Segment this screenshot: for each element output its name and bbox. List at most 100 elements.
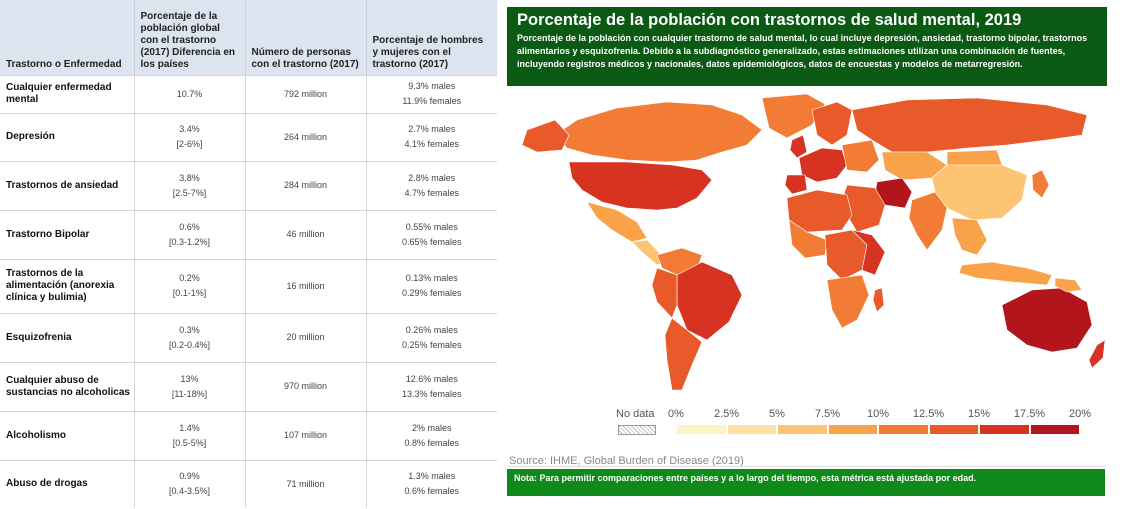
world-choropleth-map	[521, 93, 1106, 391]
male-female-cell: 9.3% males 11.9% females	[366, 74, 497, 113]
country-range: [0.2-0.4%]	[168, 339, 211, 350]
global-percentage: 0.6%	[179, 221, 200, 232]
map-region-canada	[554, 101, 763, 163]
legend-color-swatch	[1029, 424, 1080, 435]
disorder-name: Depresión	[0, 112, 135, 161]
legend-tick-label: 2.5%	[713, 408, 740, 420]
map-subtitle: Porcentaje de la población con cualquier…	[517, 33, 1088, 69]
female-percentage: 4.7% females	[404, 187, 460, 198]
map-region-australia	[1001, 287, 1093, 353]
male-female-cell: 1.3% males 0.6% females	[366, 459, 497, 508]
male-percentage: 0.13% males	[405, 273, 458, 283]
legend-no-data-label: No data	[616, 408, 655, 420]
male-female-cell: 0.55% males 0.65% females	[366, 209, 497, 259]
country-range: [0.1-1%]	[172, 288, 207, 298]
female-percentage: 0.6% females	[404, 486, 460, 497]
legend-tick-label: 20%	[1068, 408, 1092, 420]
global-percentage-cell: 0.2% [0.1-1%]	[134, 258, 246, 313]
male-female-cell: 2.8% males 4.7% females	[366, 160, 497, 210]
country-range: [0.5-5%]	[172, 437, 207, 448]
male-female-cell: 12.6% males 13.3% females	[366, 361, 497, 411]
map-region-western-europe	[798, 147, 848, 183]
male-percentage: 12.6% males	[405, 373, 458, 384]
table-row: Cualquier enfermedad mental 10.7% 792 mill…	[0, 74, 497, 113]
global-percentage: 10.7%	[176, 88, 203, 99]
map-region-east-africa	[851, 229, 886, 276]
map-region-greenland	[761, 93, 826, 139]
female-percentage: 0.8% females	[404, 437, 460, 448]
male-female-cell: 0.13% males 0.29% females	[366, 258, 497, 313]
map-region-india	[908, 191, 948, 251]
male-percentage: 0.55% males	[405, 221, 458, 232]
people-count: 284 million	[245, 160, 367, 210]
table-row: Trastornos de ansiedad 3.8% [2.5-7%] 284 mi…	[0, 160, 497, 210]
male-female-cell: 0.26% males 0.25% females	[366, 312, 497, 362]
map-region-brazil	[676, 261, 743, 341]
map-region-peru-bolivia	[651, 267, 678, 319]
male-percentage: 9.3% males	[408, 81, 456, 91]
female-percentage: 4.1% females	[404, 139, 460, 149]
global-percentage-cell: 0.3% [0.2-0.4%]	[134, 312, 246, 362]
legend-color-swatch	[726, 424, 777, 435]
disorder-name: Alcoholismo	[0, 410, 135, 460]
disorder-name: Trastornos de la alimentación (anorexia …	[0, 258, 135, 313]
table-row: Trastorno Bipolar 0.6% [0.3-1.2%] 46 millio…	[0, 209, 497, 259]
male-percentage: 0.26% males	[405, 324, 458, 335]
people-count: 16 million	[245, 258, 367, 313]
global-percentage-cell: 3.4% [2-6%]	[134, 112, 246, 161]
global-percentage-cell: 0.9% [0.4-3.5%]	[134, 459, 246, 508]
disorder-name: Esquizofrenia	[0, 312, 135, 362]
global-percentage: 0.2%	[179, 273, 200, 283]
global-percentage: 0.3%	[179, 324, 200, 335]
people-count: 20 million	[245, 312, 367, 362]
table-body: Cualquier enfermedad mental 10.7% 792 mill…	[0, 74, 497, 508]
table-row: Trastornos de la alimentación (anorexia …	[0, 258, 497, 313]
map-region-eastern-europe	[841, 139, 880, 173]
map-region-southern-africa	[826, 274, 870, 329]
table-row: Alcoholismo 1.4% [0.5-5%] 107 million 2% mal…	[0, 410, 497, 460]
legend-no-data-swatch	[618, 425, 656, 435]
disorder-name: Cualquier abuso de sustancias no alcohol…	[0, 361, 135, 411]
map-region-argentina-chile	[664, 317, 703, 391]
global-percentage-cell: 0.6% [0.3-1.2%]	[134, 209, 246, 259]
country-range: [11-18%]	[171, 388, 208, 399]
global-percentage-cell: 10.7%	[134, 74, 246, 113]
map-title-box: Porcentaje de la población con trastorno…	[507, 7, 1107, 86]
map-region-indonesia	[958, 261, 1053, 286]
header-male-female-percentage: Porcentaje de hombres y mujeres con el t…	[366, 0, 497, 75]
map-region-southeast-asia	[951, 217, 988, 256]
people-count: 107 million	[245, 410, 367, 460]
header-disorder: Trastorno o Enfermedad	[0, 0, 135, 75]
map-region-papua	[1054, 277, 1083, 293]
map-title: Porcentaje de la población con trastorno…	[517, 11, 1022, 29]
table-row: Cualquier abuso de sustancias no alcohol…	[0, 361, 497, 411]
header-global-percentage: Porcentaje de la población global con el…	[134, 0, 246, 75]
global-percentage: 1.4%	[179, 422, 200, 433]
map-region-japan-korea	[1031, 169, 1050, 199]
disorder-name: Cualquier enfermedad mental	[0, 74, 135, 113]
country-range: [2-6%]	[176, 139, 203, 149]
legend-color-swatch	[928, 424, 979, 435]
disorder-name: Abuso de drogas	[0, 459, 135, 508]
male-female-cell: 2.7% males 4.1% females	[366, 112, 497, 161]
global-percentage: 13%	[180, 373, 199, 384]
male-percentage: 2.8% males	[408, 172, 456, 183]
people-count: 71 million	[245, 459, 367, 508]
map-region-russia	[851, 97, 1088, 153]
legend-color-swatch	[878, 424, 929, 435]
global-percentage: 3.8%	[179, 172, 200, 183]
map-region-uk	[789, 134, 808, 159]
male-female-cell: 2% males 0.8% females	[366, 410, 497, 460]
legend-tick-label: 15%	[967, 408, 991, 420]
legend-tick-label: 10%	[866, 408, 890, 420]
global-percentage-cell: 1.4% [0.5-5%]	[134, 410, 246, 460]
legend-tick-label: 7.5%	[814, 408, 841, 420]
map-region-mexico	[586, 201, 648, 243]
legend-color-swatch	[827, 424, 878, 435]
male-percentage: 2.7% males	[408, 124, 456, 134]
disorder-stats-table-container: Trastorno o Enfermedad Porcentaje de la …	[0, 0, 497, 509]
map-region-madagascar	[872, 287, 885, 313]
map-source: Source: IHME, Global Burden of Disease (…	[509, 455, 744, 467]
table-row: Esquizofrenia 0.3% [0.2-0.4%] 20 million 0.2…	[0, 312, 497, 362]
legend-tick-label: 5%	[769, 408, 785, 420]
